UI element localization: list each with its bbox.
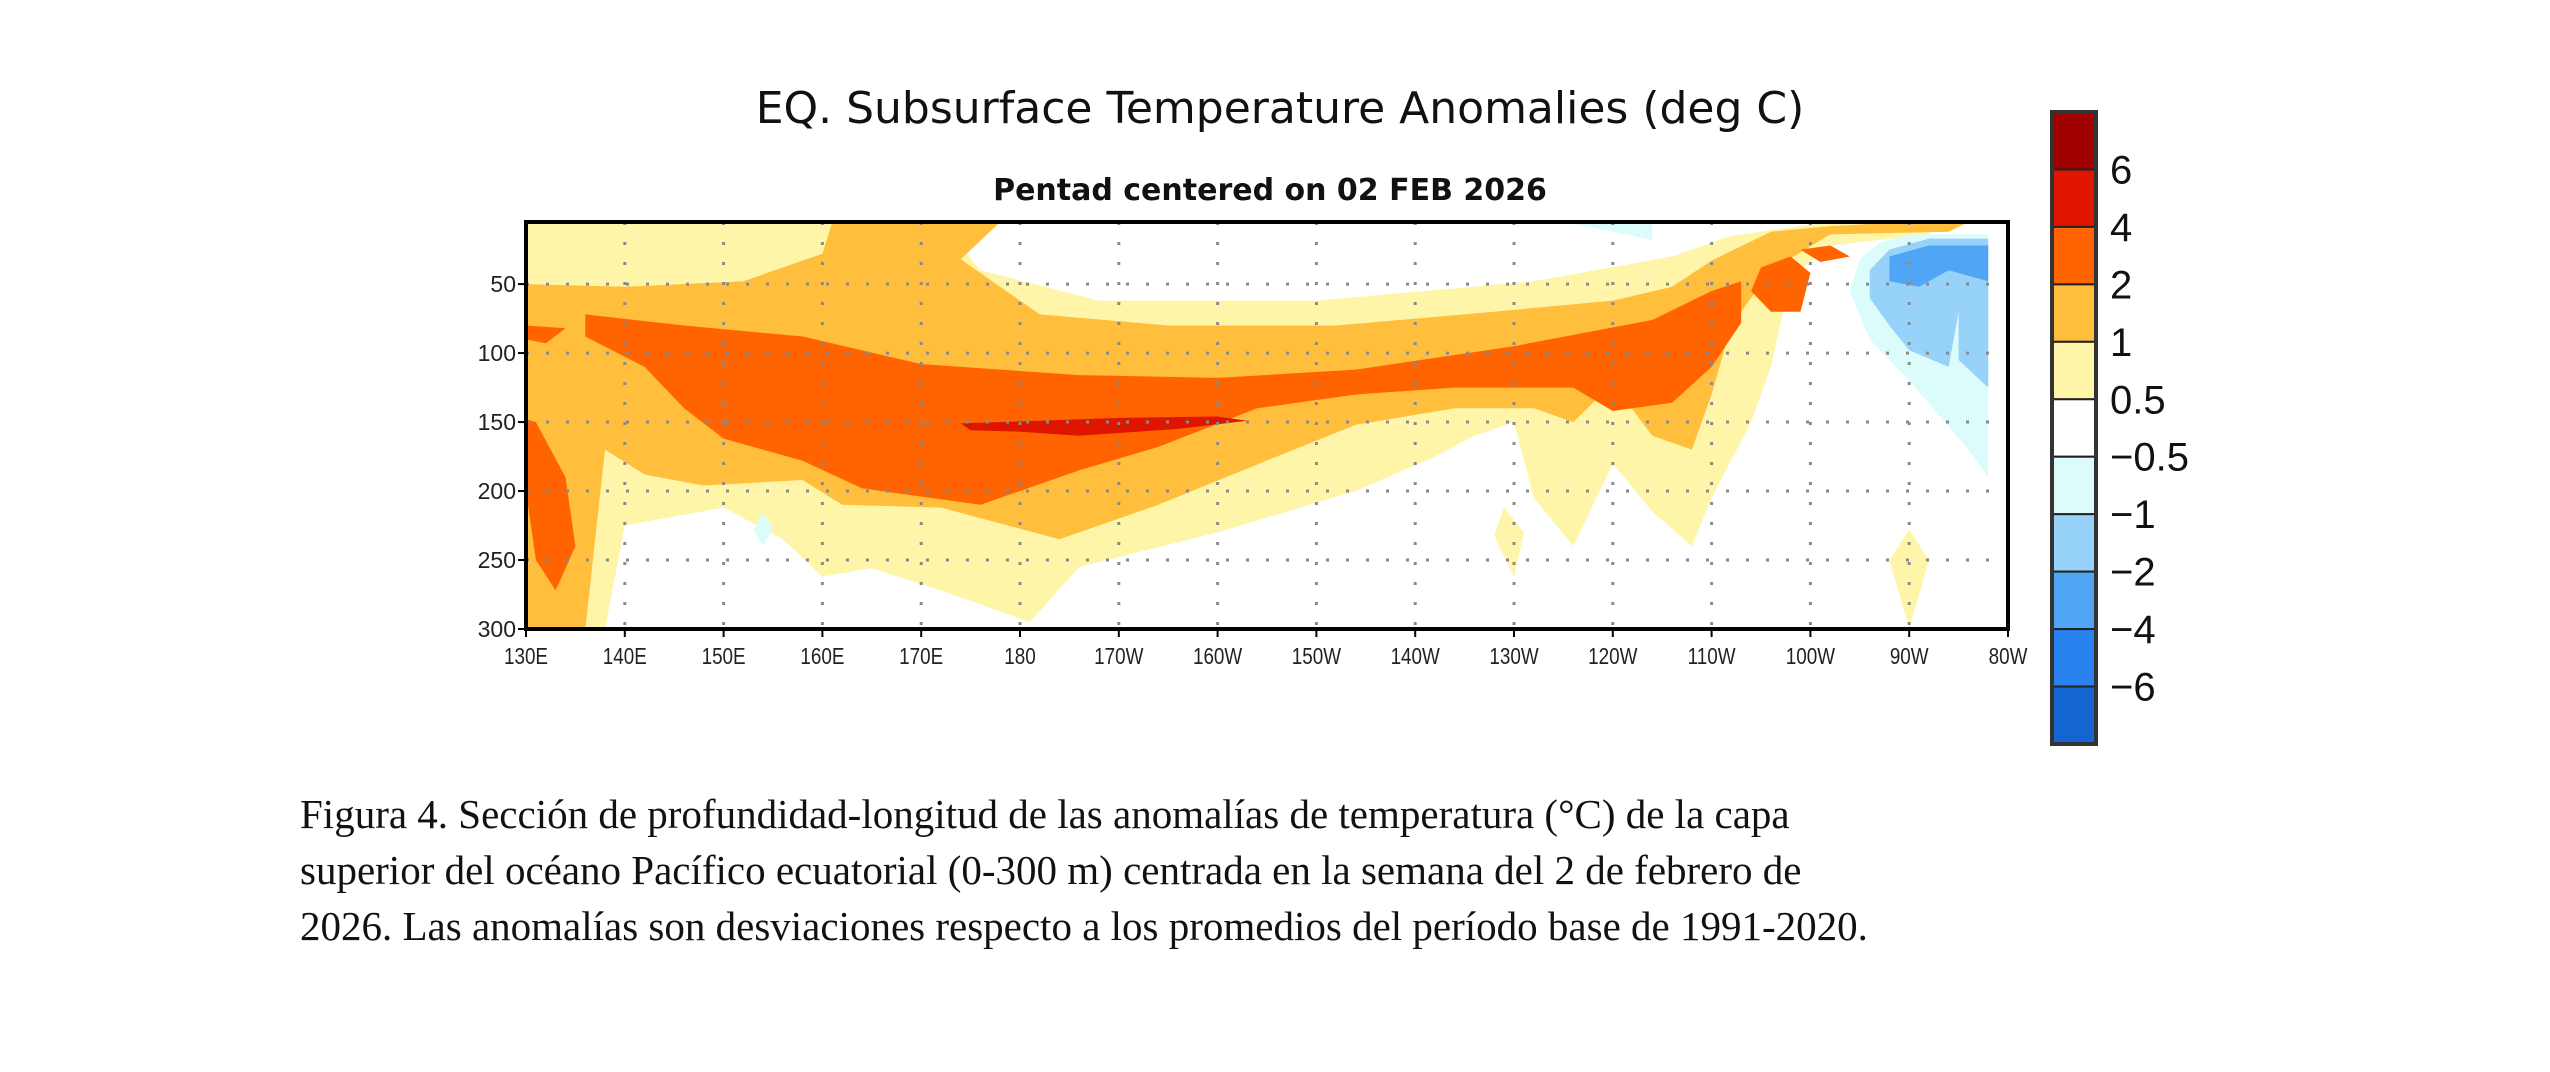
contour-region: [526, 419, 576, 591]
colorbar-tick-label: 1: [2110, 321, 2132, 365]
chart-subtitle: Pentad centered on 02 FEB 2026: [993, 173, 1547, 208]
y-tick-label: 200: [478, 478, 516, 504]
x-tick-label: 150E: [702, 644, 746, 669]
y-tick-label: 150: [478, 409, 516, 435]
x-tick-label: 170W: [1094, 644, 1143, 669]
x-tick-label: 80W: [1989, 644, 2028, 669]
contour-region: [1889, 529, 1929, 629]
x-tick-label: 110W: [1688, 644, 1736, 669]
colorbar-bin: [2051, 340, 2097, 401]
x-axis: 130E 140E 150E 160E 170E 180 170W 160W 150W 140W 1…: [504, 629, 2028, 669]
x-tick-label: 160W: [1193, 644, 1242, 669]
contour-region: [526, 325, 566, 344]
colorbar-bin: [2051, 685, 2097, 746]
colorbar: 6 4 2 1 0.5 −0.5 −1 −2 −4 −6: [2050, 110, 2189, 746]
contour-region: [1800, 245, 1850, 262]
y-tick-label: 50: [490, 271, 516, 297]
contour-region: [753, 513, 773, 547]
x-tick-label: 140E: [603, 644, 647, 669]
contour-region: [1563, 222, 1653, 240]
caption-line: superior del océano Pacífico ecuatorial …: [300, 847, 1802, 893]
contour-region: [1889, 245, 1989, 287]
colorbar-bin: [2051, 111, 2097, 171]
colorbar-tick-label: −4: [2110, 608, 2156, 652]
figure-caption: Figura 4. Sección de profundidad-longitu…: [300, 786, 2280, 954]
contour-region: [1494, 507, 1524, 577]
caption-line: Figura 4. Sección de profundidad-longitu…: [300, 791, 1790, 837]
caption-line: 2026. Las anomalías son desviaciones res…: [300, 903, 1868, 949]
chart-title: EQ. Subsurface Temperature Anomalies (de…: [756, 83, 1805, 134]
colorbar-bin: [2051, 570, 2097, 631]
colorbar-tick-label: −1: [2110, 493, 2156, 537]
x-tick-label: 160E: [800, 644, 844, 669]
y-axis: 50 100 150 200 250 300: [478, 271, 526, 642]
contour-region: [960, 416, 1248, 436]
colorbar-bin: [2051, 513, 2097, 573]
colorbar-tick-label: 2: [2110, 263, 2132, 307]
x-tick-label: 120W: [1588, 644, 1637, 669]
x-tick-label: 180: [1004, 644, 1035, 669]
y-tick-label: 300: [478, 616, 516, 642]
plot-frame: [524, 220, 2010, 631]
colorbar-bin: [2051, 628, 2097, 688]
x-tick-label: 130E: [504, 644, 548, 669]
colorbar-bin: [2051, 225, 2097, 286]
colorbar-tick-label: −0.5: [2110, 436, 2189, 480]
contour-region: [585, 281, 1742, 505]
colorbar-frame: [2050, 110, 2098, 746]
x-tick-label: 150W: [1292, 644, 1341, 669]
colorbar-tick-label: 6: [2110, 148, 2132, 192]
colorbar-bin: [2051, 455, 2097, 516]
colorbar-bin: [2051, 398, 2097, 458]
x-tick-label: 90W: [1890, 644, 1929, 669]
contour-region: [526, 222, 1969, 629]
x-tick-label: 100W: [1786, 644, 1835, 669]
colorbar-bin: [2051, 283, 2097, 343]
y-tick-label: 250: [478, 547, 516, 573]
contour-region: [1751, 256, 1811, 312]
x-tick-label: 140W: [1391, 644, 1440, 669]
colorbar-tick-label: 0.5: [2110, 378, 2166, 422]
colorbar-tick-label: −2: [2110, 551, 2156, 595]
colorbar-tick-label: 4: [2110, 206, 2132, 250]
grid-lines: [526, 222, 2008, 629]
x-tick-label: 170E: [899, 644, 943, 669]
contour-regions: [526, 222, 1989, 629]
y-tick-label: 100: [478, 340, 516, 366]
x-tick-label: 130W: [1489, 644, 1538, 669]
colorbar-tick-label: −6: [2110, 666, 2156, 710]
colorbar-bin: [2051, 168, 2097, 228]
